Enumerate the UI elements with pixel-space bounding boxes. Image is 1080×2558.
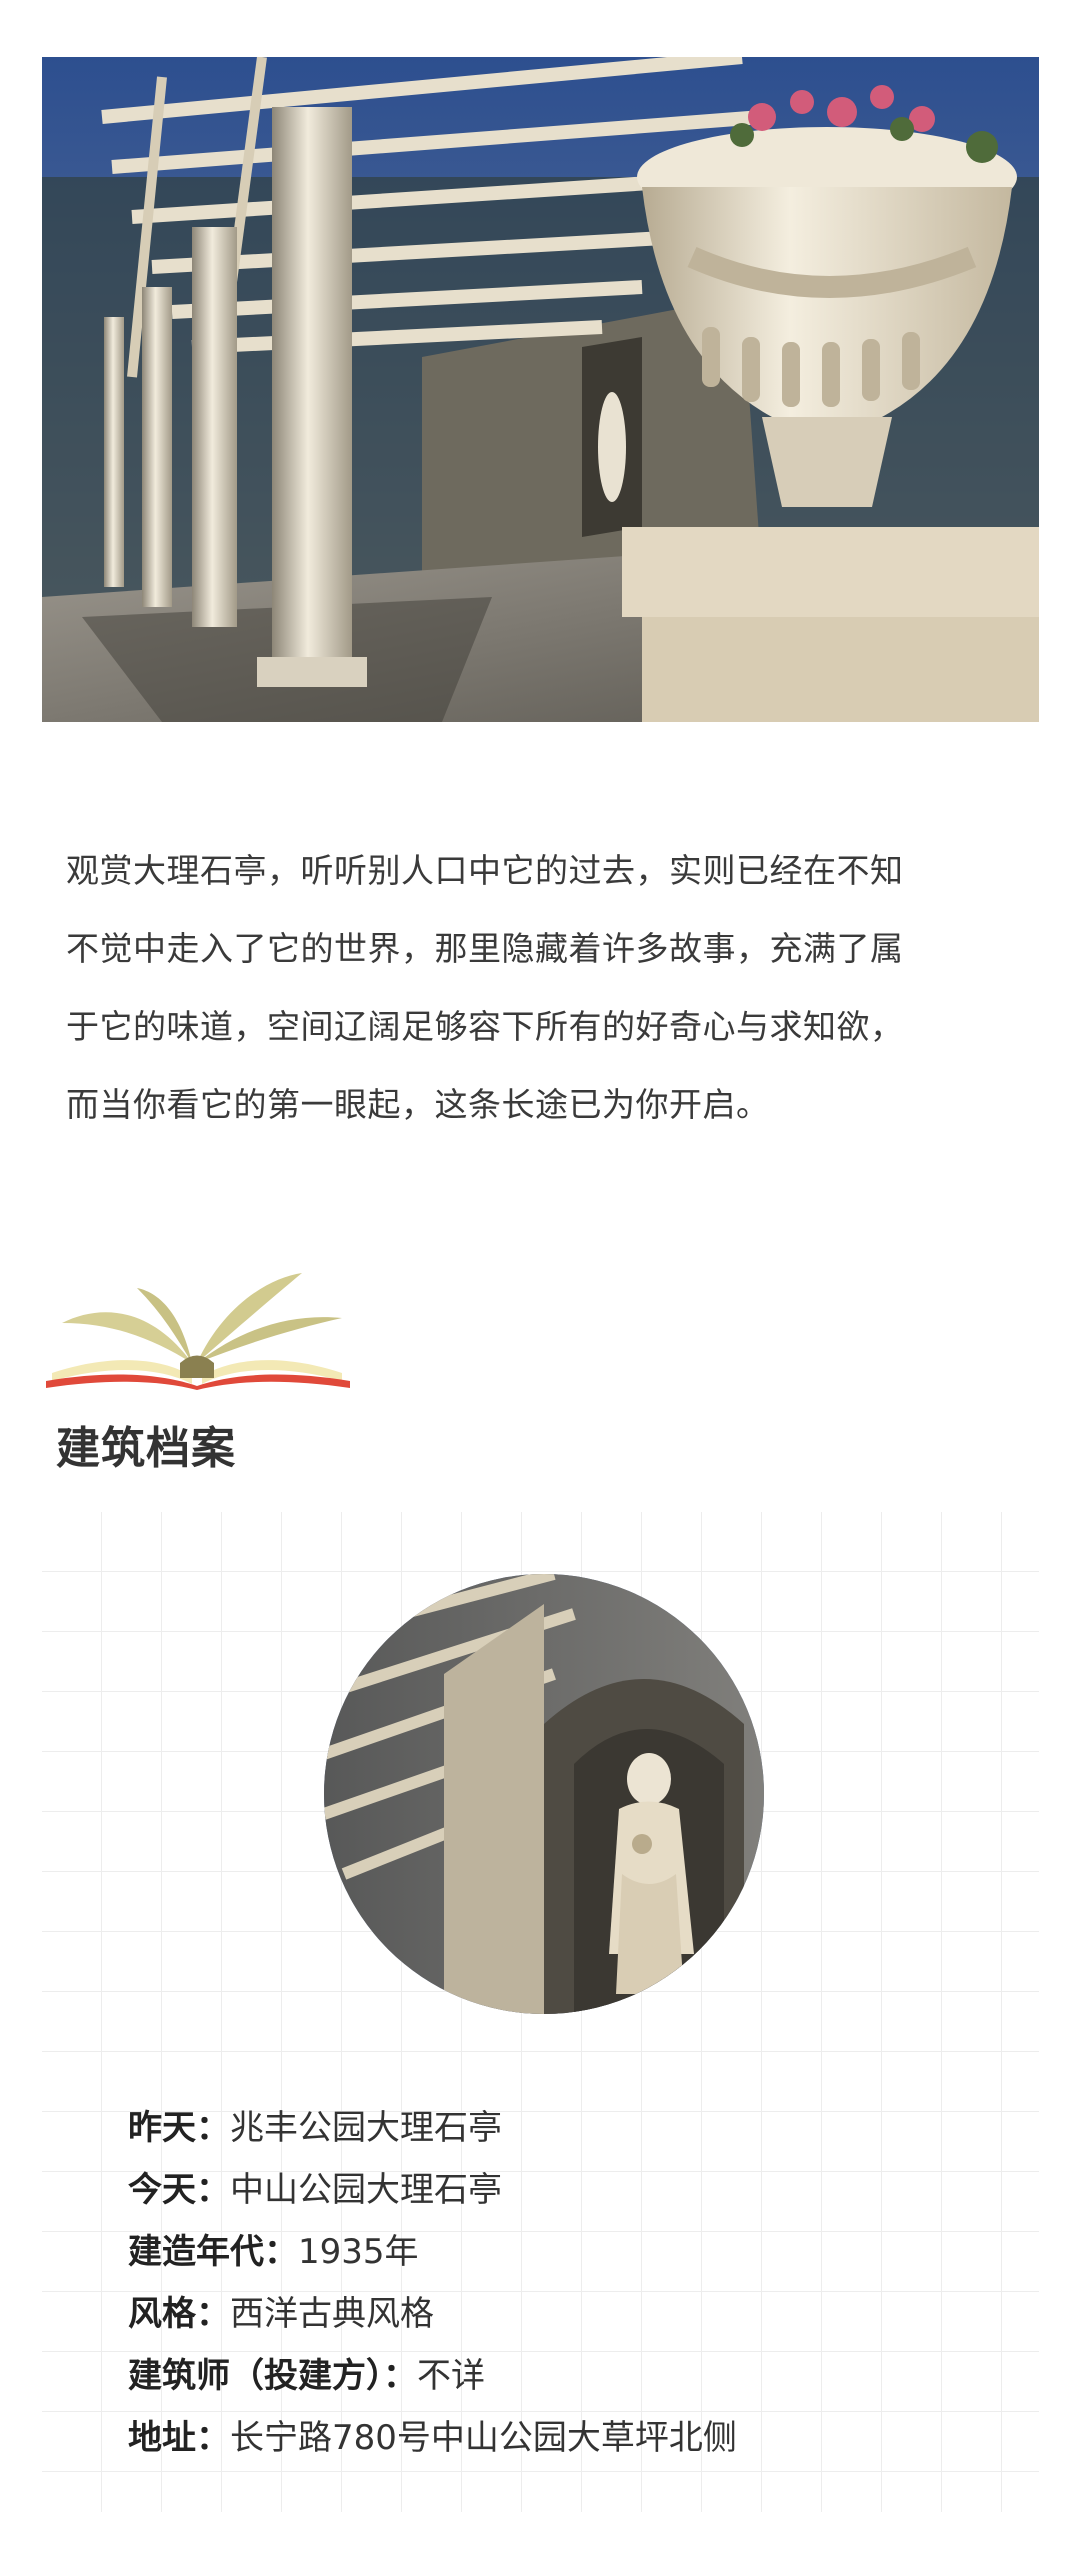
statue-photo-illustration	[324, 1574, 764, 2014]
intro-line: 观赏大理石亭，听听别人口中它的过去，实则已经在不知	[66, 851, 904, 890]
profile-item-style: 风格：西洋古典风格	[128, 2294, 434, 2334]
profile-item-value: 兆丰公园大理石亭	[230, 2108, 502, 2148]
profile-item-built-year: 建造年代：1935年	[128, 2232, 419, 2272]
hero-photo-illustration	[42, 57, 1039, 722]
profile-item-label: 风格	[128, 2294, 196, 2334]
profile-item-value: 中山公园大理石亭	[230, 2170, 502, 2210]
profile-item-label: 建造年代	[128, 2232, 264, 2272]
intro-paragraph: 观赏大理石亭，听听别人口中它的过去，实则已经在不知 不觉中走入了它的世界，那里隐…	[66, 832, 1026, 1144]
profile-item-architect: 建筑师（投建方）：不详	[128, 2356, 485, 2396]
open-book-icon	[42, 1268, 354, 1390]
profile-item-value: 西洋古典风格	[230, 2294, 434, 2334]
architecture-profile-card: 昨天：兆丰公园大理石亭 今天：中山公园大理石亭 建造年代：1935年 风格：西洋…	[42, 1512, 1039, 2512]
profile-item-value: 长宁路780号中山公园大草坪北侧	[230, 2418, 737, 2458]
profile-item-yesterday: 昨天：兆丰公园大理石亭	[128, 2108, 502, 2148]
section-title: 建筑档案	[56, 1423, 236, 1474]
profile-item-value: 不详	[417, 2356, 485, 2396]
hero-photo-marble-pavilion	[42, 57, 1039, 722]
profile-info-list: 昨天：兆丰公园大理石亭 今天：中山公园大理石亭 建造年代：1935年 风格：西洋…	[128, 2097, 1008, 2469]
profile-item-label: 今天	[128, 2170, 196, 2210]
profile-item-label: 昨天	[128, 2108, 196, 2148]
profile-item-today: 今天：中山公园大理石亭	[128, 2170, 502, 2210]
profile-item-address: 地址：长宁路780号中山公园大草坪北侧	[128, 2418, 737, 2458]
intro-line: 于它的味道，空间辽阔足够容下所有的好奇心与求知欲，	[66, 1007, 904, 1046]
profile-item-label: 地址	[128, 2418, 196, 2458]
profile-item-value: 1935年	[298, 2232, 419, 2272]
profile-item-label: 建筑师（投建方）	[128, 2356, 383, 2396]
statue-niche-photo	[324, 1574, 764, 2014]
intro-line: 不觉中走入了它的世界，那里隐藏着许多故事，充满了属	[66, 929, 904, 968]
intro-line: 而当你看它的第一眼起，这条长途已为你开启。	[66, 1085, 770, 1124]
